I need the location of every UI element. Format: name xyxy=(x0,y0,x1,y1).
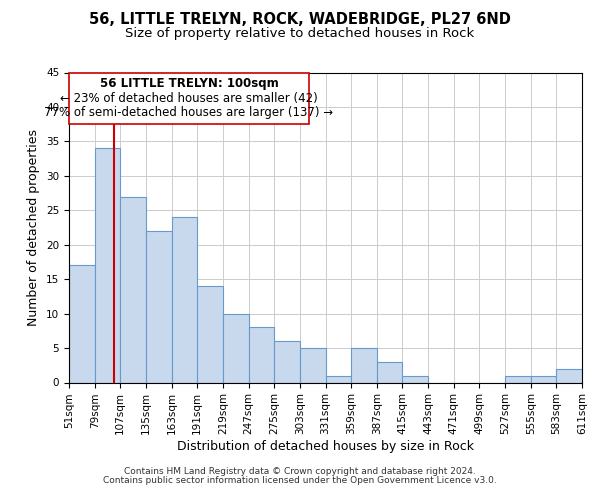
Bar xyxy=(351,348,377,382)
Bar xyxy=(505,376,531,382)
Text: 77% of semi-detached houses are larger (137) →: 77% of semi-detached houses are larger (… xyxy=(44,106,334,120)
Bar xyxy=(223,314,248,382)
Bar xyxy=(403,376,428,382)
Bar xyxy=(274,341,300,382)
Text: Contains public sector information licensed under the Open Government Licence v3: Contains public sector information licen… xyxy=(103,476,497,485)
Bar xyxy=(197,286,223,382)
Bar xyxy=(300,348,325,382)
Bar xyxy=(69,266,95,382)
Text: 56, LITTLE TRELYN, ROCK, WADEBRIDGE, PL27 6ND: 56, LITTLE TRELYN, ROCK, WADEBRIDGE, PL2… xyxy=(89,12,511,28)
Text: Contains HM Land Registry data © Crown copyright and database right 2024.: Contains HM Land Registry data © Crown c… xyxy=(124,467,476,476)
Bar xyxy=(377,362,403,382)
Bar xyxy=(556,368,582,382)
Bar xyxy=(172,217,197,382)
Bar xyxy=(95,148,120,382)
Text: Size of property relative to detached houses in Rock: Size of property relative to detached ho… xyxy=(125,28,475,40)
Bar xyxy=(530,376,556,382)
X-axis label: Distribution of detached houses by size in Rock: Distribution of detached houses by size … xyxy=(177,440,474,453)
Bar xyxy=(146,231,172,382)
Text: 56 LITTLE TRELYN: 100sqm: 56 LITTLE TRELYN: 100sqm xyxy=(100,78,278,90)
Bar xyxy=(120,196,146,382)
Bar xyxy=(325,376,351,382)
FancyBboxPatch shape xyxy=(69,72,309,124)
Text: ← 23% of detached houses are smaller (42): ← 23% of detached houses are smaller (42… xyxy=(60,92,318,105)
Y-axis label: Number of detached properties: Number of detached properties xyxy=(28,129,40,326)
Bar xyxy=(248,328,274,382)
